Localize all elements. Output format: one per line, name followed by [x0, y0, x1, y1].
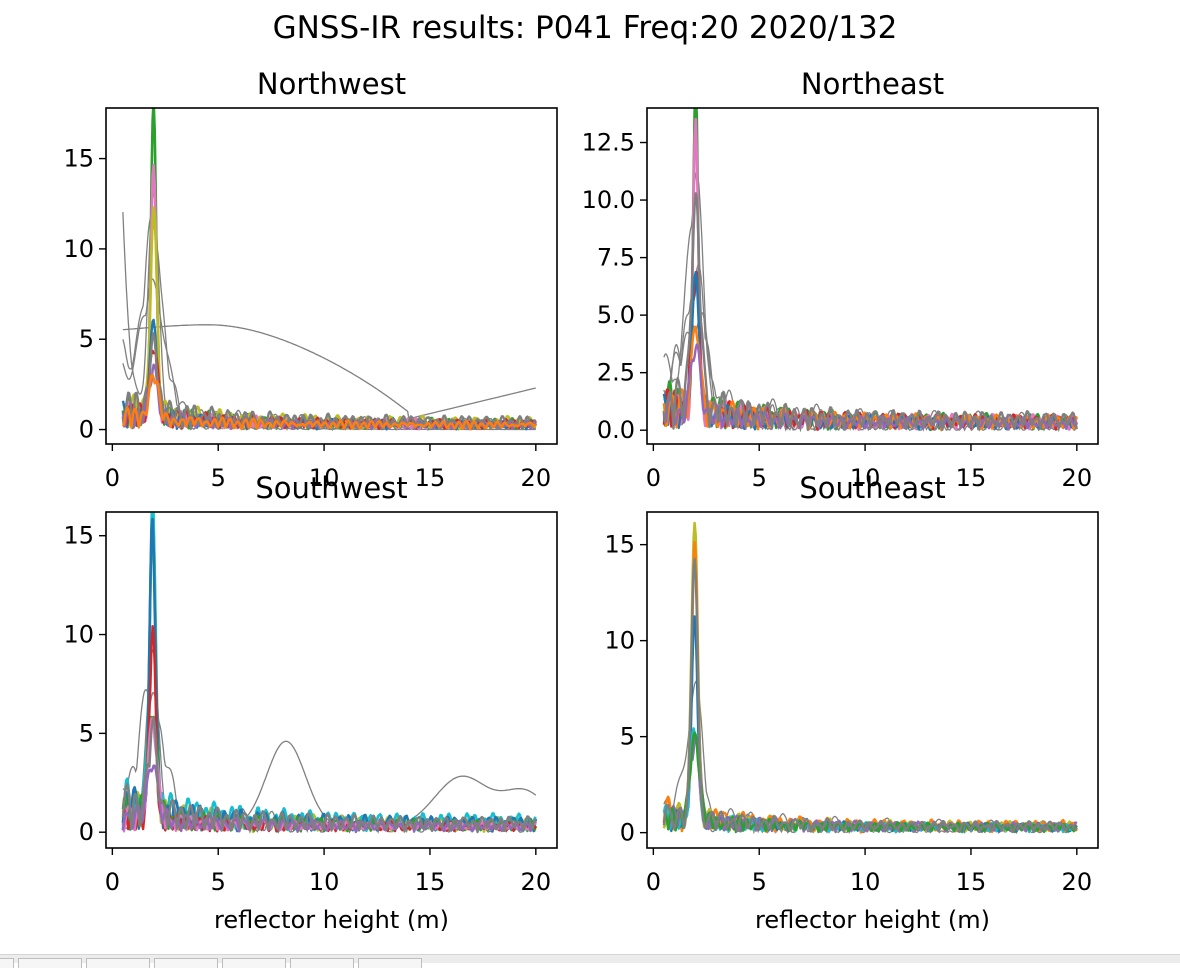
x-tick-label: 10 [309, 464, 340, 492]
rejected-series-line [122, 278, 536, 431]
subplot-southwest: 0 5 10 15 20 0 5 10 15 Southwest reflector height … [63, 471, 558, 934]
subplot-title: Southeast [799, 471, 945, 505]
rejected-series-line [122, 215, 537, 432]
x-tick-label: 15 [956, 464, 987, 492]
series-line [121, 108, 537, 431]
plot-area [662, 521, 1078, 835]
y-tick-label: 15 [63, 522, 94, 550]
rejected-series-line [122, 648, 537, 829]
x-tick-label: 5 [752, 868, 767, 896]
figure-suptitle: GNSS-IR results: P041 Freq:20 2020/132 [273, 10, 898, 46]
y-tick-label: 0 [620, 819, 635, 847]
x-tick-label: 10 [850, 464, 881, 492]
rejected-series-line [663, 169, 1077, 433]
subplot-title: Southwest [255, 471, 407, 505]
subplot-southeast: 0 5 10 15 20 0 5 10 15 Southeast reflector height … [604, 471, 1099, 934]
x-axis-label: reflector height (m) [214, 906, 449, 934]
window-tab[interactable] [18, 958, 82, 968]
subplot-northwest: 0 5 10 15 20 0 5 10 15 Northwest [63, 67, 558, 492]
axes-frame [646, 511, 1099, 849]
series-line [121, 512, 537, 833]
subplot-title: Northeast [801, 67, 944, 101]
x-tick-label: 20 [1062, 464, 1093, 492]
series-line [121, 332, 537, 431]
window-tab[interactable] [86, 958, 150, 968]
x-tick-label: 20 [1062, 868, 1093, 896]
series-line [121, 517, 538, 833]
rejected-series-line [663, 680, 1078, 835]
y-tick-label: 2.5 [597, 359, 635, 387]
window-tab[interactable] [0, 958, 14, 968]
series-line [662, 521, 1078, 833]
series-line [662, 192, 1078, 432]
y-tick-label: 10 [604, 627, 635, 655]
plot-area [121, 108, 538, 432]
y-tick-label: 0.0 [597, 416, 635, 444]
y-tick-label: 5 [79, 325, 94, 353]
x-axis-label: reflector height (m) [755, 906, 990, 934]
window-tab[interactable] [222, 958, 286, 968]
axes-frame [646, 107, 1099, 445]
series-line [662, 108, 1078, 432]
rejected-series-line [122, 192, 536, 431]
subplot-northeast: 0 5 10 15 20 0.0 2.5 5.0 7.5 10.0 12.5 Northeast [582, 67, 1099, 492]
series-line [662, 117, 1079, 432]
series-line [662, 557, 1078, 833]
window-tab[interactable] [358, 958, 422, 968]
x-tick-label: 0 [646, 464, 661, 492]
x-tick-label: 5 [211, 868, 226, 896]
x-tick-label: 0 [105, 464, 120, 492]
x-tick-label: 15 [415, 464, 446, 492]
x-tick-label: 0 [646, 868, 661, 896]
series-line [121, 206, 538, 431]
series-line [121, 373, 537, 431]
y-tick-label: 5 [620, 723, 635, 751]
y-tick-label: 10 [63, 235, 94, 263]
plot-area [121, 512, 538, 835]
x-tick-label: 20 [521, 868, 552, 896]
rejected-series-line [122, 324, 536, 420]
axes-frame [105, 511, 558, 849]
y-tick-label: 10 [63, 621, 94, 649]
window-tab[interactable] [154, 958, 218, 968]
x-tick-label: 5 [211, 464, 226, 492]
y-tick-label: 0 [79, 416, 94, 444]
series-line [121, 716, 537, 834]
subplot-title: Northwest [257, 67, 406, 101]
rejected-series-line [663, 544, 1078, 835]
series-line [121, 625, 537, 833]
x-tick-label: 15 [956, 868, 987, 896]
x-tick-label: 0 [105, 868, 120, 896]
x-tick-label: 10 [850, 868, 881, 896]
y-tick-label: 15 [604, 531, 635, 559]
y-tick-label: 12.5 [582, 129, 635, 157]
series-line [121, 163, 538, 431]
series-line [663, 734, 1078, 833]
series-line [662, 615, 1078, 833]
y-tick-label: 0 [79, 818, 94, 846]
x-tick-label: 5 [752, 464, 767, 492]
plot-area [662, 108, 1079, 433]
series-line [662, 540, 1078, 834]
x-tick-label: 20 [521, 464, 552, 492]
y-tick-label: 7.5 [597, 244, 635, 272]
y-tick-label: 15 [63, 145, 94, 173]
y-tick-label: 5.0 [597, 301, 635, 329]
x-tick-label: 15 [415, 868, 446, 896]
y-tick-label: 10.0 [582, 186, 635, 214]
y-tick-label: 5 [79, 719, 94, 747]
x-tick-label: 10 [309, 868, 340, 896]
axes-frame [105, 107, 558, 445]
series-line [121, 514, 537, 834]
window-tab[interactable] [290, 958, 354, 968]
